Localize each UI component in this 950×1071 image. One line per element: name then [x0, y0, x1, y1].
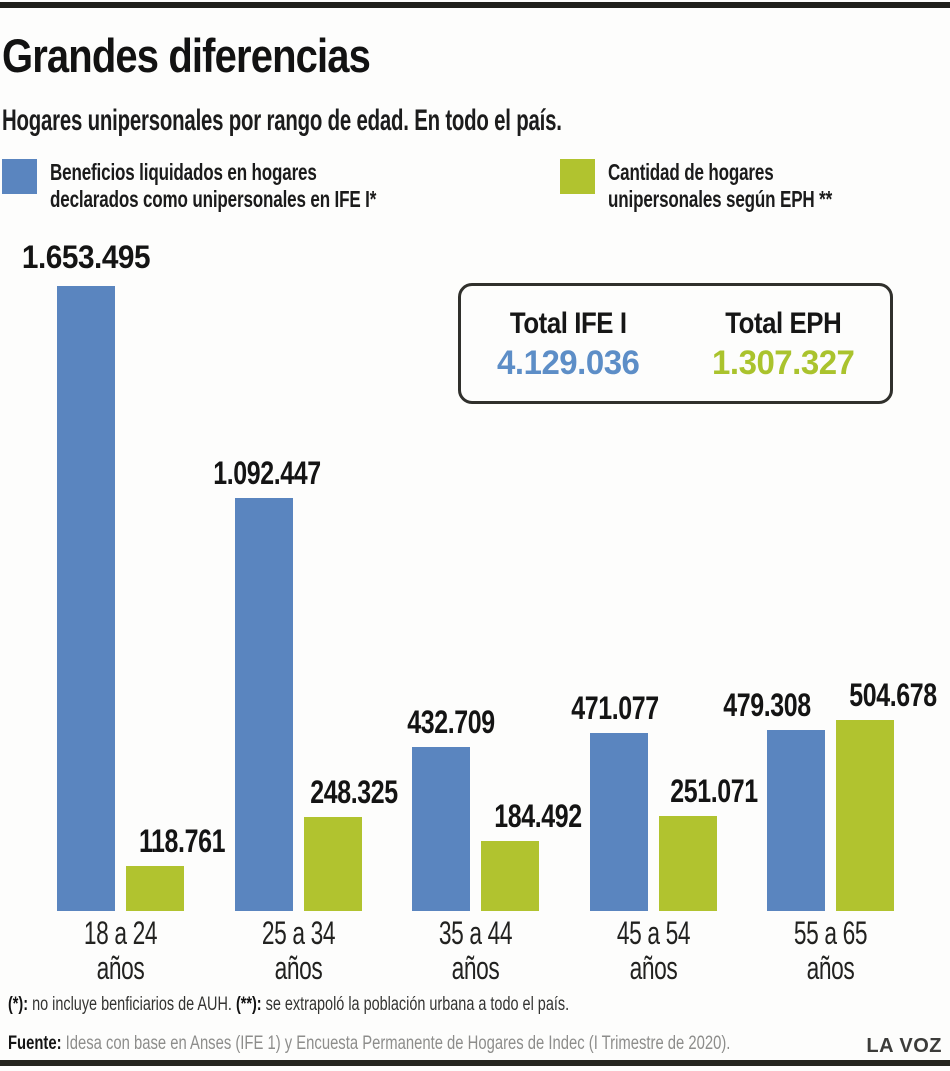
bar-eph-3	[658, 816, 717, 911]
source-text: Idesa con base en Anses (IFE 1) y Encues…	[61, 1033, 731, 1054]
value-label-ife-i-1: 1.092.447	[212, 455, 321, 491]
bar-unit-eph-1: 248.325	[303, 774, 398, 911]
axis-label-text-1: 25 a 34 años	[261, 915, 335, 986]
legend-label-ife-line2: declarados como unipersonales en IFE I*	[50, 186, 377, 212]
total-eph-value: 1.307.327	[711, 344, 855, 382]
value-label-eph-2: 184.492	[494, 798, 582, 834]
brand-la-voz: LA VOZ	[866, 1035, 942, 1057]
axis-label-2: 35 a 44 años	[412, 916, 539, 986]
bar-unit-ife-i-4: 479.308	[723, 687, 825, 911]
axis-label-text-0: 18 a 24 años	[83, 915, 158, 986]
top-rule	[0, 2, 950, 8]
bar-ife-i-0	[57, 286, 115, 911]
axis-label-4: 55 a 65 años	[767, 916, 894, 986]
legend-item-eph: Cantidad de hogares unipersonales según …	[560, 159, 911, 213]
legend-item-ife: Beneficios liquidados en hogares declara…	[2, 159, 491, 213]
bar-eph-2	[481, 841, 539, 911]
value-label-ife-i-3: 471.077	[570, 690, 659, 726]
bar-group-3: 471.077 251.071	[571, 690, 758, 911]
axis-label-text-4: 55 a 65 años	[793, 915, 868, 986]
source-row: Fuente: Idesa con base en Anses (IFE 1) …	[8, 1033, 730, 1055]
total-ife: Total IFE I 4.129.036	[461, 307, 676, 401]
footnote-mark-2: (**):	[235, 994, 262, 1015]
bar-ife-i-4	[767, 730, 825, 911]
axis-label-3: 45 a 54 años	[590, 916, 717, 986]
source-label: Fuente:	[8, 1033, 62, 1054]
footnote: (*): no incluye benficiarios de AUH. (**…	[8, 994, 569, 1016]
value-label-eph-1: 248.325	[309, 774, 398, 810]
bar-group-0: 1.653.495 118.761	[22, 239, 225, 911]
value-label-ife-i-4: 479.308	[723, 687, 811, 723]
footnote-text-2: se extrapoló la población urbana a todo …	[261, 994, 570, 1015]
bar-ife-i-2	[412, 747, 470, 911]
legend-swatch-eph-icon	[560, 159, 595, 194]
value-label-ife-i-0: 1.653.495	[21, 239, 151, 275]
axis-label-0: 18 a 24 años	[57, 916, 184, 986]
bar-chart: 1.653.495 118.761 1.092.447 248.325 432.709 1…	[22, 239, 937, 911]
legend-label-eph-line1: Cantidad de hogares	[608, 159, 774, 185]
bar-unit-ife-i-0: 1.653.495	[22, 239, 151, 911]
bar-group-2: 432.709 184.492	[407, 704, 582, 911]
bar-unit-ife-i-1: 1.092.447	[213, 455, 321, 911]
bar-ife-i-3	[589, 733, 648, 911]
bottom-rule	[0, 1060, 950, 1066]
axis-label-text-3: 45 a 54 años	[616, 915, 690, 986]
page-subtitle: Hogares unipersonales por rango de edad.…	[2, 104, 562, 137]
legend-label-ife: Beneficios liquidados en hogares declara…	[50, 159, 376, 213]
bar-unit-eph-2: 184.492	[481, 798, 582, 911]
value-label-eph-4: 504.678	[849, 677, 937, 713]
bar-eph-0	[126, 866, 184, 911]
value-label-ife-i-2: 432.709	[407, 704, 495, 740]
bar-unit-eph-0: 118.761	[126, 823, 225, 911]
totals-box: Total IFE I 4.129.036 Total EPH 1.307.32…	[458, 283, 893, 404]
axis-label-1: 25 a 34 años	[235, 916, 362, 986]
bar-unit-ife-i-3: 471.077	[571, 690, 659, 911]
bar-eph-4	[836, 720, 894, 911]
bar-ife-i-1	[234, 498, 293, 911]
bar-unit-ife-i-2: 432.709	[407, 704, 495, 911]
footnote-mark-1: (*):	[8, 994, 29, 1015]
value-label-eph-0: 118.761	[138, 823, 226, 859]
bar-group-4: 479.308 504.678	[723, 677, 937, 911]
total-eph-label: Total EPH	[724, 307, 841, 340]
bar-unit-eph-4: 504.678	[836, 677, 937, 911]
legend-label-ife-line1: Beneficios liquidados en hogares	[50, 159, 317, 185]
bar-unit-eph-3: 251.071	[658, 773, 758, 911]
footnote-text-1: no incluye benficiarios de AUH.	[28, 994, 236, 1015]
value-label-eph-3: 251.071	[669, 773, 758, 809]
legend-swatch-ife-icon	[2, 159, 37, 194]
page-title: Grandes diferencias	[2, 29, 371, 82]
total-ife-value: 4.129.036	[497, 344, 640, 382]
bar-eph-1	[303, 817, 362, 911]
legend-label-eph: Cantidad de hogares unipersonales según …	[608, 159, 832, 213]
legend-label-eph-line2: unipersonales según EPH **	[608, 186, 833, 212]
total-ife-label: Total IFE I	[509, 307, 627, 340]
axis-label-text-2: 35 a 44 años	[438, 915, 513, 986]
total-eph: Total EPH 1.307.327	[676, 307, 891, 401]
bar-group-1: 1.092.447 248.325	[213, 455, 398, 911]
axis-row: 18 a 24 años 25 a 34 años 35 a 44 años 45 a 54…	[57, 916, 894, 986]
